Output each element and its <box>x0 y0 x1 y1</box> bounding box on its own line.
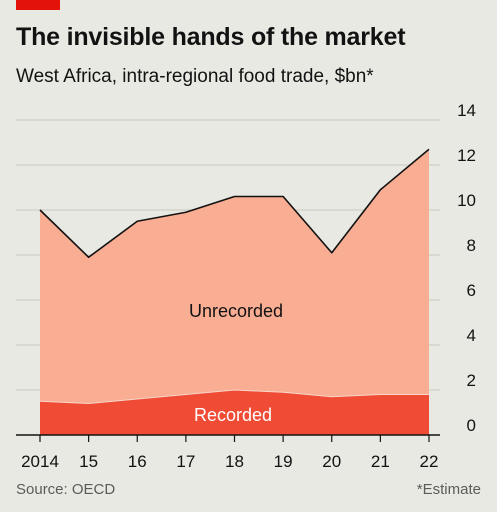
source-note: Source: OECD <box>16 481 116 498</box>
x-tick-label-16: 16 <box>128 452 147 471</box>
x-tick-label-22: 22 <box>420 452 439 471</box>
y-tick-label-2: 2 <box>467 371 476 390</box>
y-tick-label-10: 10 <box>457 191 476 210</box>
x-tick-label-20: 20 <box>322 452 341 471</box>
y-tick-label-8: 8 <box>467 236 476 255</box>
chart-subtitle: West Africa, intra-regional food trade, … <box>16 66 374 87</box>
area-series <box>39 148 430 435</box>
estimate-note: *Estimate <box>416 481 481 498</box>
x-tick-label-19: 19 <box>274 452 293 471</box>
y-axis-labels: 0 2 4 6 8 10 12 14 <box>457 101 476 435</box>
brand-red-tag <box>16 0 60 10</box>
y-tick-label-0: 0 <box>467 416 476 435</box>
x-axis: 2014 15 16 17 18 19 20 21 22 <box>16 434 440 471</box>
x-tick-label-17: 17 <box>176 452 195 471</box>
y-tick-label-12: 12 <box>457 146 476 165</box>
y-tick-label-4: 4 <box>467 326 476 345</box>
series-labels: Unrecorded Recorded <box>189 301 283 425</box>
recorded-area <box>40 390 429 435</box>
recorded-label: Recorded <box>194 405 272 425</box>
unrecorded-area <box>40 149 429 435</box>
y-tick-label-14: 14 <box>457 101 476 120</box>
y-tick-label-6: 6 <box>467 281 476 300</box>
x-tick-label-15: 15 <box>79 452 98 471</box>
x-tick-label-21: 21 <box>371 452 390 471</box>
total-line <box>39 148 430 259</box>
recorded-boundary-line <box>39 389 429 405</box>
x-tick-label-2014: 2014 <box>21 452 59 471</box>
x-tick-label-18: 18 <box>225 452 244 471</box>
unrecorded-label: Unrecorded <box>189 301 283 321</box>
chart-title: The invisible hands of the market <box>16 23 406 51</box>
